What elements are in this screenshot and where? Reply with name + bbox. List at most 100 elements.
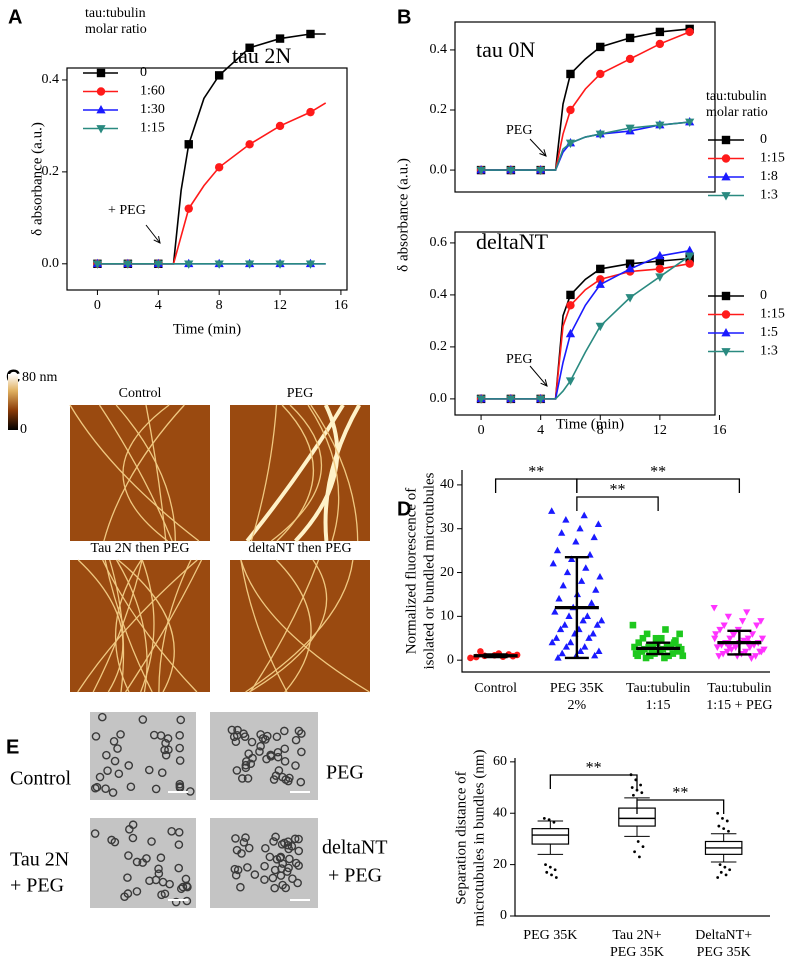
data-point — [753, 622, 761, 630]
microtubule — [245, 559, 354, 693]
y-tick-label: 0 — [500, 908, 507, 923]
data-point — [275, 34, 285, 43]
legend-label: 1:5 — [760, 325, 778, 340]
data-point — [552, 634, 561, 641]
microtubule-section — [175, 731, 184, 740]
x-tick-label: 16 — [712, 423, 726, 438]
data-point — [476, 166, 486, 176]
microtubule-section — [90, 829, 100, 838]
data-line — [481, 249, 690, 400]
significance-label: ** — [586, 760, 602, 777]
x-tick-label: 2% — [568, 698, 587, 713]
color-bar-label: 0 — [20, 422, 27, 437]
data-point — [566, 105, 575, 115]
microtubule-section — [243, 863, 252, 872]
microtubule-section — [233, 865, 243, 875]
data-point — [655, 256, 665, 266]
legend-label: 1:3 — [760, 188, 778, 203]
data-point — [553, 546, 562, 554]
data-point — [214, 71, 224, 80]
microtubule-section — [157, 890, 166, 900]
y-tick-label: 0.2 — [42, 164, 60, 179]
data-point — [306, 107, 315, 117]
microtubule-section — [241, 760, 251, 770]
data-point — [673, 648, 681, 655]
data-point — [595, 647, 603, 655]
data-point — [558, 529, 566, 536]
microtubule-section — [238, 774, 247, 783]
microtubule-section — [132, 857, 142, 867]
data-point — [649, 641, 657, 649]
microtubule — [250, 404, 278, 542]
image-label: deltaNT — [322, 837, 388, 859]
data-point — [596, 264, 605, 274]
legend-label: 1:15 — [760, 151, 785, 166]
data-point — [724, 613, 732, 621]
microtubule-section — [174, 863, 184, 873]
microtubule-section — [147, 837, 156, 846]
data-point — [548, 507, 556, 514]
data-point — [655, 121, 665, 131]
x-tick-label: PEG 35K — [610, 945, 664, 960]
y-tick-label: 20 — [493, 857, 507, 872]
data-point — [556, 625, 565, 633]
microtubule-section — [182, 896, 192, 906]
panel-letter: B — [397, 6, 411, 28]
legend-title: molar ratio — [85, 22, 147, 37]
microtubule-section — [175, 779, 185, 789]
microtubule-section — [126, 782, 136, 792]
outlier — [638, 855, 641, 859]
microtubule-section — [280, 744, 290, 754]
microtubule-section — [114, 769, 124, 779]
panel-label: deltaNT — [476, 229, 549, 254]
legend-label: 1:30 — [140, 102, 165, 117]
microtubule — [248, 559, 328, 693]
data-point — [589, 629, 597, 637]
microtubule — [240, 559, 288, 693]
microtubule-section — [281, 883, 290, 893]
annotation-arrow — [529, 138, 547, 157]
microtubule — [124, 559, 203, 693]
microtubule-section — [287, 841, 297, 851]
data-point — [595, 279, 605, 288]
microtubule-section — [278, 772, 287, 782]
data-point — [625, 54, 635, 64]
data-point — [275, 260, 285, 269]
x-tick-label: Tau 2N+ — [612, 928, 661, 943]
microtubule-section — [283, 776, 293, 786]
outlier — [545, 870, 549, 874]
x-tick-label: 4 — [155, 298, 162, 313]
panel-letter: E — [6, 736, 19, 758]
microtubule-section — [277, 864, 286, 873]
outlier — [723, 865, 727, 869]
x-tick-label: 8 — [216, 298, 223, 313]
data-point — [467, 654, 474, 662]
data-point — [595, 130, 605, 140]
data-point — [477, 648, 484, 655]
axes — [461, 470, 770, 673]
outlier — [724, 873, 728, 877]
microtubule-section — [256, 741, 265, 751]
microtubule-section — [293, 878, 302, 888]
data-line — [97, 102, 327, 265]
data-point — [565, 612, 573, 619]
legend-title: tau:tubulin — [85, 6, 146, 21]
legend-label: 1:15 — [760, 307, 785, 322]
legend-marker — [721, 291, 731, 301]
microtubule-section — [260, 875, 269, 884]
legend-marker — [721, 171, 731, 181]
data-point — [642, 654, 650, 662]
x-tick-label: 0 — [94, 298, 101, 313]
data-point — [625, 33, 635, 43]
microtubule-section — [151, 875, 161, 885]
x-tick-label: Tau:tubulin — [626, 681, 690, 696]
image-label: Tau 2N then PEG — [91, 541, 190, 556]
data-point — [583, 612, 591, 619]
outlier — [554, 876, 558, 879]
microtubule-section — [236, 882, 245, 892]
data-point — [656, 648, 664, 655]
microtubule-section — [231, 737, 241, 747]
data-point — [758, 635, 767, 643]
data-point — [625, 259, 635, 268]
y-tick-label: 30 — [440, 521, 454, 536]
